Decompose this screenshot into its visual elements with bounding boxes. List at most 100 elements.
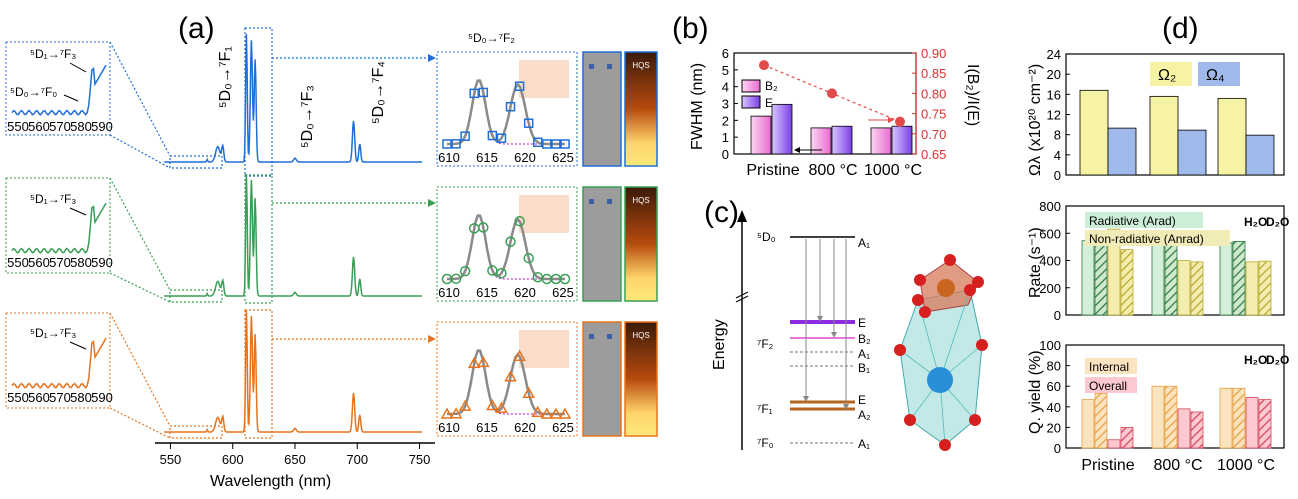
legend-nonradiative: Non-radiative (Anrad) bbox=[1089, 232, 1204, 246]
vial-daylight bbox=[582, 186, 622, 302]
b-ytick-label: 2 bbox=[722, 113, 729, 128]
vial-uv bbox=[624, 186, 658, 302]
zoom-tick: 620 bbox=[514, 285, 536, 300]
sym-b1: B₁ bbox=[858, 361, 870, 375]
a-xtick-label: 700 bbox=[346, 452, 368, 467]
inset-tick: 560 bbox=[28, 390, 50, 405]
omega4-bar bbox=[1107, 127, 1137, 176]
qy-bar bbox=[1177, 408, 1191, 449]
mid-d2o: D₂O bbox=[1266, 215, 1289, 229]
inset-blue: ⁵D₁→⁷F₃ ⁵D₀→⁷F₀ bbox=[5, 41, 111, 136]
arrow-head-green bbox=[428, 199, 436, 207]
omega2-bar bbox=[1149, 95, 1179, 176]
b-bar-b2 bbox=[870, 127, 892, 155]
omega2-bar bbox=[1079, 89, 1109, 176]
data-point bbox=[522, 386, 535, 398]
b-ytick-right-label: 0.80 bbox=[921, 86, 946, 101]
sym-a1-f0: A₁ bbox=[858, 437, 870, 451]
d-top-ytick-label: 0 bbox=[1054, 168, 1061, 183]
data-point bbox=[487, 130, 498, 141]
inset-tick: 560 bbox=[28, 255, 50, 270]
zoom-tick: 610 bbox=[438, 285, 460, 300]
qy-bar bbox=[1219, 387, 1233, 449]
b-arrow-left-head bbox=[794, 147, 800, 153]
inset-tick: 560 bbox=[28, 119, 50, 134]
rate-bar bbox=[1164, 234, 1178, 316]
qy-bar bbox=[1190, 411, 1204, 449]
inset-tick: 550 bbox=[7, 390, 29, 405]
d-category: 1000 °C bbox=[1217, 457, 1275, 474]
qy-bar bbox=[1094, 393, 1108, 449]
data-point bbox=[560, 139, 570, 149]
b-ytick-right-label: 0.70 bbox=[921, 127, 946, 142]
inset-orange: ⁵D₁→⁷F₃ bbox=[5, 312, 111, 409]
legend-omega4: Ω₄ bbox=[1206, 67, 1225, 84]
inset-label-d1-orange: ⁵D₁→⁷F₃ bbox=[30, 326, 76, 340]
b-legend: B₂ E bbox=[741, 79, 778, 110]
data-point bbox=[477, 355, 490, 368]
d-bot-ytick-label: 100 bbox=[1039, 338, 1061, 353]
x-axis-label: Wavelength (nm) bbox=[210, 473, 331, 490]
data-point bbox=[442, 139, 452, 149]
b-ytick-right-label: 0.90 bbox=[921, 46, 946, 61]
b-ytick-label: 1 bbox=[722, 130, 729, 145]
panel-c-label: (c) bbox=[704, 196, 739, 229]
peak-label-f1: ⁵D₀→⁷F₁ bbox=[217, 46, 234, 108]
data-point bbox=[478, 87, 489, 98]
vial-mark bbox=[589, 64, 594, 69]
vial-mark bbox=[589, 334, 594, 339]
vial-label: HQS bbox=[632, 331, 649, 340]
arrow-head-orange bbox=[428, 335, 436, 343]
d-bot-ytick-label: 80 bbox=[1047, 359, 1061, 374]
omega4-bar bbox=[1245, 134, 1275, 176]
fit-curve bbox=[447, 349, 565, 416]
data-point bbox=[467, 356, 481, 369]
b-legend-b2: B₂ bbox=[765, 79, 778, 93]
b-ytick-label: 0 bbox=[722, 147, 729, 162]
data-point bbox=[469, 88, 479, 99]
data-point bbox=[459, 265, 471, 277]
zoom-tick: 615 bbox=[476, 285, 498, 300]
d-category-labels: Pristine 800 °C 1000 °C bbox=[1081, 457, 1275, 474]
b-ytick-right-label: 0.75 bbox=[921, 107, 946, 122]
vial-photos: HQS HQS HQS bbox=[582, 51, 658, 437]
vial-daylight bbox=[582, 51, 622, 167]
panel-a-label: (a) bbox=[178, 12, 215, 45]
vial-uv bbox=[624, 321, 658, 437]
data-point bbox=[449, 407, 463, 419]
data-point bbox=[495, 401, 508, 413]
data-point bbox=[440, 407, 454, 419]
d-top-ytick-label: 8 bbox=[1054, 128, 1061, 143]
b-bar-e bbox=[891, 125, 913, 155]
panel-b-label: (b) bbox=[672, 12, 709, 45]
rate-bar bbox=[1258, 260, 1272, 316]
rate-bar bbox=[1232, 241, 1246, 316]
structure-thumbnail bbox=[519, 195, 569, 233]
mid-h2o: H₂O bbox=[1244, 215, 1267, 229]
peak-label-f4: ⁵D₀→⁷F₄ bbox=[370, 61, 387, 124]
sym-b2: B₂ bbox=[858, 332, 871, 346]
spectrum-blue bbox=[164, 33, 422, 163]
b-category: 1000 °C bbox=[864, 162, 922, 179]
vial-mark bbox=[607, 64, 612, 69]
rate-bar bbox=[1081, 240, 1095, 316]
data-point bbox=[504, 370, 517, 382]
energy-diagram: Energy ⁵D₀ A₁ ⁷F₂ E B₂ A₁ B₁ ⁷F₁ E A₂ ⁷F… bbox=[711, 210, 871, 451]
sym-a1-top: A₁ bbox=[858, 236, 870, 250]
inset-tick: 550 bbox=[7, 255, 29, 270]
vial-label: HQS bbox=[632, 61, 649, 70]
d-top-ytick-label: 4 bbox=[1054, 148, 1061, 163]
a-xtick-label: 550 bbox=[160, 452, 182, 467]
data-point bbox=[478, 222, 489, 233]
qy-bar bbox=[1151, 385, 1165, 449]
structure-thumbnail bbox=[519, 60, 569, 98]
data-point bbox=[558, 407, 572, 419]
vial-mark bbox=[589, 199, 594, 204]
zoom-tick: 620 bbox=[514, 150, 536, 165]
legend-radiative: Radiative (Arad) bbox=[1089, 214, 1176, 228]
b-ytick-label: 6 bbox=[722, 46, 729, 61]
inset-tick: 580 bbox=[70, 390, 92, 405]
b-arrow-right-head bbox=[888, 117, 894, 123]
inset-tick: 570 bbox=[49, 390, 71, 405]
